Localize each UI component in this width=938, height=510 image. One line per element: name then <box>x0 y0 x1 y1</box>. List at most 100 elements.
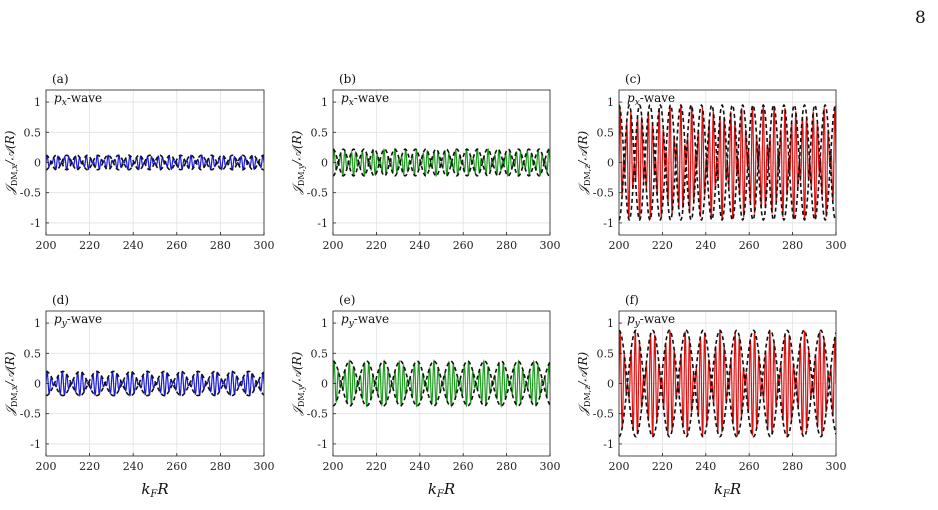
x-tick-label: 200 <box>609 460 630 473</box>
y-tick-label: -1 <box>317 438 328 451</box>
envelope-lower-line <box>619 329 836 438</box>
y-tick-label: 1 <box>321 96 328 109</box>
x-tick-label: 280 <box>782 239 803 252</box>
envelope-upper-line <box>619 329 836 438</box>
y-tick-label: 1 <box>321 317 328 330</box>
y-tick-label: 0.5 <box>24 126 42 139</box>
x-tick-label: 300 <box>826 239 847 252</box>
y-tick-label: -1 <box>603 438 614 451</box>
envelope-upper-line <box>333 148 550 177</box>
y-axis-label: 𝒥DM,x/𝒜(R) <box>3 351 19 416</box>
x-tick-label: 220 <box>366 460 387 473</box>
y-tick-label: 1 <box>34 317 41 330</box>
envelope-upper-line <box>619 103 836 221</box>
page-number: 8 <box>915 8 926 28</box>
x-tick-label: 300 <box>254 239 275 252</box>
chart-panel: 200 220 240 260 280 300 -1 -0.5 0 0.5 1 (b) px-wave 𝒥… <box>290 72 561 252</box>
x-tick-label: 260 <box>453 239 474 252</box>
chart-panel: 200 220 240 260 280 300 -1 -0.5 0 0.5 1 (d) py-wave 𝒥… <box>3 293 275 500</box>
panel-label: (f) <box>625 293 639 307</box>
x-tick-label: 240 <box>123 239 144 252</box>
y-tick-label: 0 <box>34 378 41 391</box>
wave-label: py-wave <box>54 312 102 329</box>
x-tick-label: 240 <box>695 239 716 252</box>
y-tick-label: -1 <box>30 438 41 451</box>
series-group <box>619 329 836 438</box>
y-tick-label: -0.5 <box>307 187 328 200</box>
y-tick-label: -0.5 <box>20 187 41 200</box>
y-tick-label: 0 <box>607 378 614 391</box>
x-tick-label: 220 <box>79 239 100 252</box>
y-tick-label: -0.5 <box>593 187 614 200</box>
wave-label: px-wave <box>54 91 102 108</box>
envelope-upper-line <box>333 360 550 407</box>
x-tick-label: 280 <box>210 239 231 252</box>
chart-panel: 200 220 240 260 280 300 -1 -0.5 0 0.5 1 (e) py-wave 𝒥… <box>290 293 561 500</box>
series-group <box>333 358 550 409</box>
x-tick-label: 260 <box>166 460 187 473</box>
y-tick-label: -1 <box>603 217 614 230</box>
x-tick-label: 300 <box>826 460 847 473</box>
y-tick-label: 1 <box>607 96 614 109</box>
envelope-upper-line <box>46 370 264 397</box>
y-tick-label: 0 <box>321 157 328 170</box>
x-tick-label: 300 <box>254 460 275 473</box>
series-group <box>46 154 264 171</box>
x-tick-label: 280 <box>496 239 517 252</box>
x-tick-label: 260 <box>166 239 187 252</box>
x-tick-label: 200 <box>323 460 344 473</box>
y-axis-label: 𝒥DM,y/𝒜(R) <box>290 130 306 195</box>
x-tick-label: 260 <box>453 460 474 473</box>
x-tick-label: 300 <box>540 460 561 473</box>
chart-panel: 200 220 240 260 280 300 -1 -0.5 0 0.5 1 (f) py-wave 𝒥… <box>576 293 847 500</box>
x-tick-label: 280 <box>496 460 517 473</box>
y-axis-label: 𝒥DM,x/𝒜(R) <box>3 130 19 195</box>
panel-label: (c) <box>625 72 641 86</box>
y-tick-label: 0.5 <box>597 126 615 139</box>
y-axis-label: 𝒥DM,y/𝒜(R) <box>290 351 306 416</box>
panel-label: (b) <box>339 72 356 86</box>
wave-label: px-wave <box>341 91 389 108</box>
x-tick-label: 240 <box>409 460 430 473</box>
y-tick-label: 0 <box>321 378 328 391</box>
x-tick-label: 240 <box>409 239 430 252</box>
envelope-lower-line <box>619 104 836 222</box>
y-axis-label: 𝒥DM,z/𝒜(R) <box>576 130 592 195</box>
envelope-lower-line <box>46 154 264 171</box>
x-tick-label: 200 <box>609 239 630 252</box>
y-tick-label: -1 <box>30 217 41 230</box>
chart-panel: 200 220 240 260 280 300 -1 -0.5 0 0.5 1 (a) px-wave 𝒥… <box>3 72 275 252</box>
x-tick-label: 220 <box>366 239 387 252</box>
y-tick-label: -0.5 <box>307 408 328 421</box>
y-axis-label: 𝒥DM,z/𝒜(R) <box>576 351 592 416</box>
y-tick-label: 0.5 <box>311 126 329 139</box>
envelope-lower-line <box>333 360 550 407</box>
x-tick-label: 300 <box>540 239 561 252</box>
wave-label: py-wave <box>341 312 389 329</box>
x-tick-label: 280 <box>210 460 231 473</box>
x-axis-label: kFR <box>714 480 741 500</box>
y-tick-label: 1 <box>607 317 614 330</box>
y-tick-label: -1 <box>317 217 328 230</box>
panel-label: (a) <box>52 72 69 86</box>
panel-label: (e) <box>339 293 355 307</box>
x-tick-label: 200 <box>36 460 57 473</box>
y-tick-label: 0 <box>607 157 614 170</box>
envelope-lower-line <box>46 370 264 397</box>
x-tick-label: 260 <box>739 460 760 473</box>
series-group <box>619 103 836 222</box>
x-tick-label: 200 <box>36 239 57 252</box>
x-axis-label: kFR <box>428 480 455 500</box>
y-tick-label: 0 <box>34 157 41 170</box>
wave-label: px-wave <box>627 91 675 108</box>
x-tick-label: 280 <box>782 460 803 473</box>
x-tick-label: 220 <box>652 460 673 473</box>
y-tick-label: -0.5 <box>593 408 614 421</box>
x-axis-label: kFR <box>141 480 168 500</box>
x-tick-label: 240 <box>695 460 716 473</box>
y-tick-label: -0.5 <box>20 408 41 421</box>
x-tick-label: 260 <box>739 239 760 252</box>
y-tick-label: 0.5 <box>597 347 615 360</box>
y-tick-label: 0.5 <box>311 347 329 360</box>
